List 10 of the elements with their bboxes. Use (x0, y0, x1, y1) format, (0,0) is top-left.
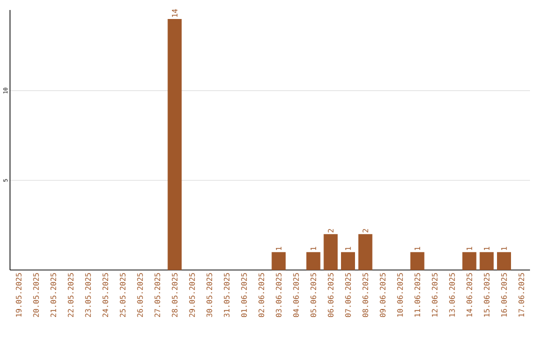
bar (480, 252, 494, 270)
bar (168, 18, 182, 270)
bar (341, 252, 356, 270)
bar (497, 252, 512, 270)
bar (462, 252, 476, 270)
bar (272, 252, 286, 270)
bar (358, 234, 372, 270)
bar (410, 252, 424, 270)
bar (306, 252, 320, 270)
bar (324, 234, 338, 270)
